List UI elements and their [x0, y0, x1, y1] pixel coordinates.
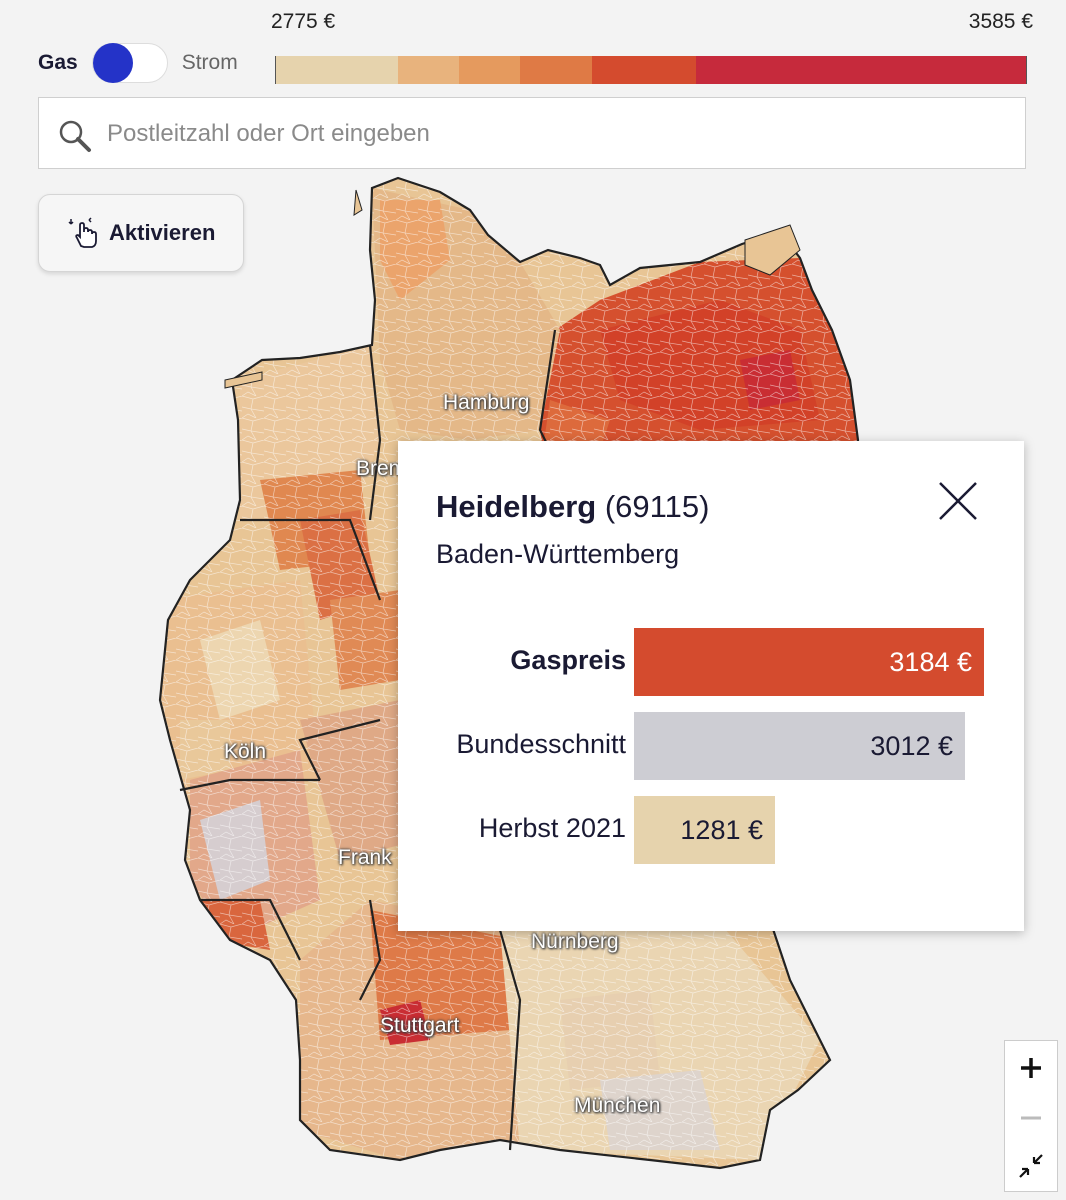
popup-title: Heidelberg (69115) — [436, 489, 709, 525]
strom-label: Strom — [181, 51, 238, 74]
zoom-controls — [1004, 1040, 1058, 1192]
comparison-bar: 1281 € — [634, 796, 775, 864]
city-label-muenchen: München — [574, 1094, 661, 1117]
price-legend: 2775 € 3585 € — [271, 8, 1033, 88]
gas-label: Gas — [38, 51, 78, 74]
close-icon[interactable] — [936, 479, 980, 523]
region-popup: Heidelberg (69115) Baden-Württemberg Gas… — [398, 441, 1024, 931]
search-input[interactable] — [105, 112, 989, 156]
legend-min-label: 2775 € — [271, 10, 336, 33]
legend-swatch — [592, 56, 696, 84]
zoom-out-button[interactable] — [1005, 1093, 1057, 1143]
popup-postcode: (69115) — [604, 489, 710, 524]
hand-pointer-icon — [68, 217, 97, 248]
comparison-bar: 3012 € — [634, 712, 965, 780]
activate-button[interactable]: Aktivieren — [38, 194, 244, 272]
city-label-frankfurt: Frank — [338, 846, 392, 869]
islands — [224, 189, 801, 389]
legend-swatch — [520, 56, 593, 84]
comparison-value: 3184 € — [889, 647, 972, 677]
exit-fullscreen-button[interactable] — [1005, 1141, 1057, 1191]
city-label-bremen: Brem — [356, 457, 407, 480]
comparison-label: Herbst 2021 — [478, 813, 626, 843]
popup-city: Heidelberg — [436, 489, 597, 524]
popup-state: Baden-Württemberg — [436, 539, 680, 569]
search-box — [38, 97, 1026, 169]
city-label-hamburg: Hamburg — [443, 391, 530, 414]
collapse-icon — [1019, 1154, 1043, 1178]
legend-color-scale — [275, 56, 1027, 84]
legend-swatch — [276, 56, 398, 84]
comparison-bar: 3184 € — [634, 628, 984, 696]
search-icon — [59, 120, 91, 152]
legend-swatch — [397, 56, 459, 84]
legend-swatch — [695, 56, 1026, 84]
comparison-value: 1281 € — [680, 815, 763, 845]
comparison-value: 3012 € — [870, 731, 953, 761]
city-label-koeln: Köln — [224, 740, 267, 763]
comparison-label: Gaspreis — [510, 645, 626, 675]
fuel-toggle: Gas Strom — [38, 40, 238, 86]
legend-swatch — [458, 56, 521, 84]
city-label-nuernberg: Nürnberg — [531, 930, 619, 953]
plus-icon — [1021, 1058, 1041, 1078]
switch-knob — [92, 43, 133, 83]
city-label-stuttgart: Stuttgart — [380, 1014, 460, 1037]
comparison-label: Bundesschnitt — [456, 729, 626, 759]
gas-strom-switch[interactable] — [91, 43, 168, 83]
activate-label: Aktivieren — [109, 220, 216, 245]
minus-icon — [1021, 1116, 1041, 1120]
zoom-in-button[interactable] — [1005, 1043, 1057, 1093]
legend-max-label: 3585 € — [968, 10, 1033, 33]
